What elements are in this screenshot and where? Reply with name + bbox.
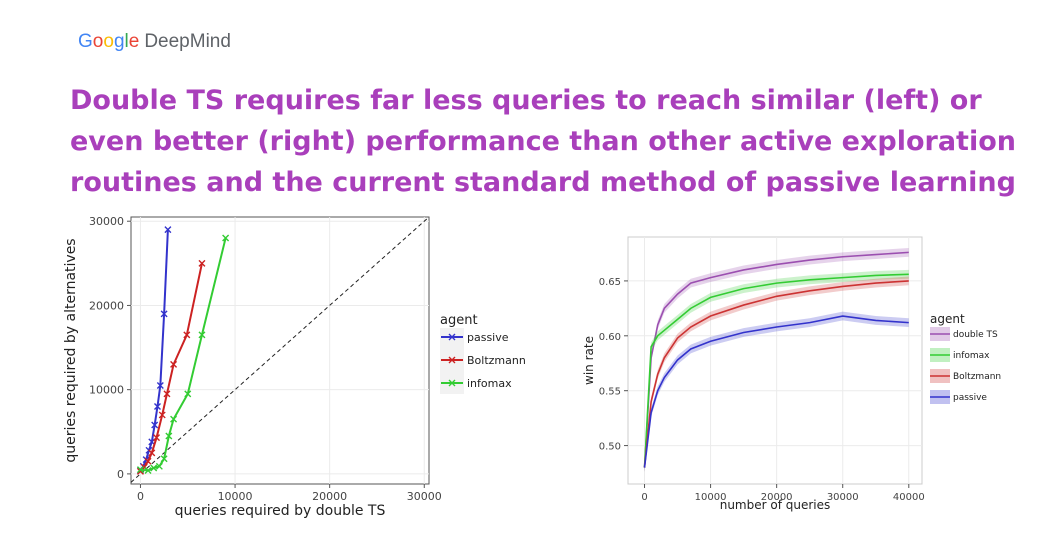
y-tick-label: 20000 — [89, 299, 124, 312]
data-point-boltzmann — [148, 449, 156, 457]
chart-left: 0 10000 20000 30000 0 10000 20000 30000 queries … — [63, 215, 526, 519]
y-axis-label: win rate — [582, 336, 596, 385]
x-tick-label: 10000 — [218, 490, 253, 503]
y-tick-label: 0 — [117, 468, 124, 481]
data-point-boltzmann — [198, 259, 206, 267]
data-point-infomax — [198, 331, 206, 339]
data-point-infomax — [184, 390, 192, 398]
legend-title: agent — [930, 312, 965, 326]
data-point-boltzmann — [153, 434, 161, 442]
legend-label: passive — [953, 393, 987, 403]
y-tick-label: 10000 — [89, 384, 124, 397]
series-line-infomax — [643, 273, 909, 468]
y-tick-label: 30000 — [89, 215, 124, 228]
legend-marker — [448, 333, 456, 341]
google-deepmind-logo: Google DeepMind — [78, 31, 231, 53]
legend-label: Boltzmann — [953, 372, 1001, 382]
logo-deepmind: DeepMind — [144, 31, 231, 52]
y-tick-label: 0.55 — [599, 387, 621, 398]
x-tick-label: 20000 — [312, 490, 347, 503]
x-tick-label: 30000 — [827, 492, 859, 503]
data-point-passive — [164, 226, 172, 234]
legend-label: passive — [467, 331, 509, 344]
data-point-passive — [156, 381, 164, 389]
series-line-infomax — [140, 237, 227, 472]
x-tick-label: 10000 — [695, 492, 727, 503]
data-point-passive — [160, 310, 168, 318]
chart-right: 0 10000 20000 30000 40000 0.50 0.55 0.60 0.65 num… — [582, 236, 1001, 512]
data-point-infomax — [160, 455, 168, 463]
data-point-boltzmann — [170, 360, 178, 368]
x-tick-label: 40000 — [893, 492, 925, 503]
legend-marker — [448, 356, 456, 364]
data-point-boltzmann — [183, 331, 191, 339]
x-tick-label: 30000 — [407, 490, 442, 503]
data-point-passive — [151, 421, 159, 429]
headline: Double TS requires far less queries to r… — [70, 85, 1016, 198]
legend-title: agent — [440, 313, 478, 328]
data-point-infomax — [222, 234, 230, 242]
data-point-boltzmann — [144, 457, 152, 465]
y-tick-label: 0.50 — [599, 442, 621, 453]
data-point-boltzmann — [158, 411, 166, 419]
data-point-boltzmann — [163, 390, 171, 398]
data-point-infomax — [150, 464, 158, 472]
data-point-infomax — [170, 415, 178, 423]
x-tick-label: 20000 — [761, 492, 793, 503]
data-point-infomax — [136, 466, 144, 474]
y-axis-label: queries required by alternatives — [63, 238, 79, 462]
x-axis-label: queries required by double TS — [175, 503, 386, 519]
series-line-boltzmann — [139, 263, 203, 473]
legend-label: infomax — [953, 351, 990, 361]
legend-label: infomax — [467, 377, 512, 390]
legend-label: Boltzmann — [467, 354, 526, 367]
data-point-infomax — [155, 462, 163, 470]
series-line-double-ts — [643, 251, 909, 468]
x-tick-label: 0 — [641, 492, 647, 503]
legend-label: double TS — [953, 330, 998, 340]
logo-google: Google — [78, 31, 140, 52]
x-axis-label: number of queries — [720, 498, 831, 512]
x-tick-label: 0 — [137, 490, 144, 503]
series-line-passive — [643, 315, 909, 468]
legend-marker — [448, 379, 456, 387]
series-line-passive — [139, 229, 169, 472]
y-tick-label: 0.60 — [599, 332, 621, 343]
data-point-passive — [153, 403, 161, 411]
y-tick-label: 0.65 — [599, 277, 621, 288]
series-line-boltzmann — [643, 280, 909, 468]
data-point-infomax — [165, 432, 173, 440]
reference-diagonal — [130, 216, 430, 483]
data-point-infomax — [144, 467, 152, 475]
